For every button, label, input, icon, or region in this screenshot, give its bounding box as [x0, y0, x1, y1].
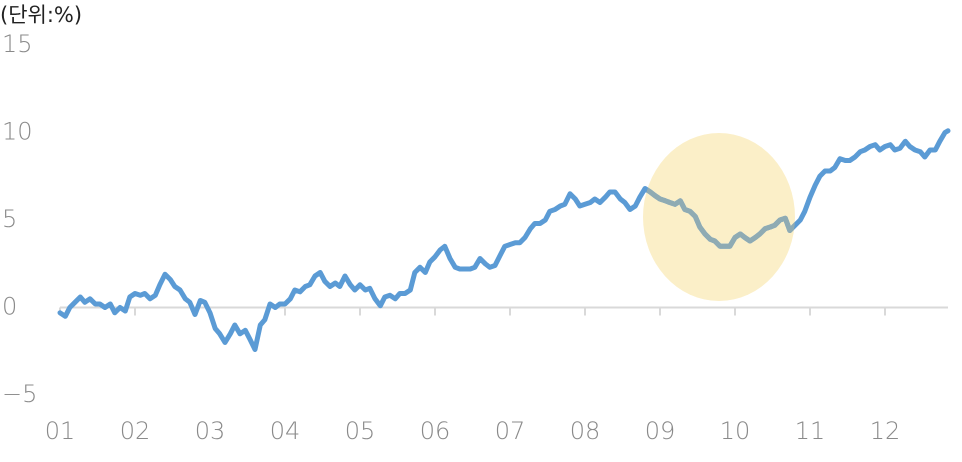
x-tick-label: 12 [870, 417, 901, 445]
x-tick-label: 04 [270, 417, 301, 445]
y-tick-label: 5 [2, 205, 17, 233]
data-line [57, 128, 951, 352]
x-tick-label: 09 [645, 417, 676, 445]
y-tick-label: 15 [2, 30, 33, 58]
x-tick-label: 03 [195, 417, 226, 445]
x-tick-label: 08 [570, 417, 601, 445]
unit-label: (단위:%) [0, 3, 82, 27]
y-tick-label: 10 [2, 118, 33, 146]
x-tick-label: 01 [45, 417, 76, 445]
y-tick-label: 0 [2, 293, 17, 321]
y-tick-label: −5 [2, 380, 37, 408]
x-tick-label: 02 [120, 417, 151, 445]
x-tick-label: 06 [420, 417, 451, 445]
data-line-highlight [643, 133, 795, 301]
highlight-ellipse [643, 133, 795, 301]
x-tick-label: 07 [495, 417, 526, 445]
x-tick-label: 11 [795, 417, 826, 445]
x-tick-label: 10 [720, 417, 751, 445]
x-tick-label: 05 [345, 417, 376, 445]
